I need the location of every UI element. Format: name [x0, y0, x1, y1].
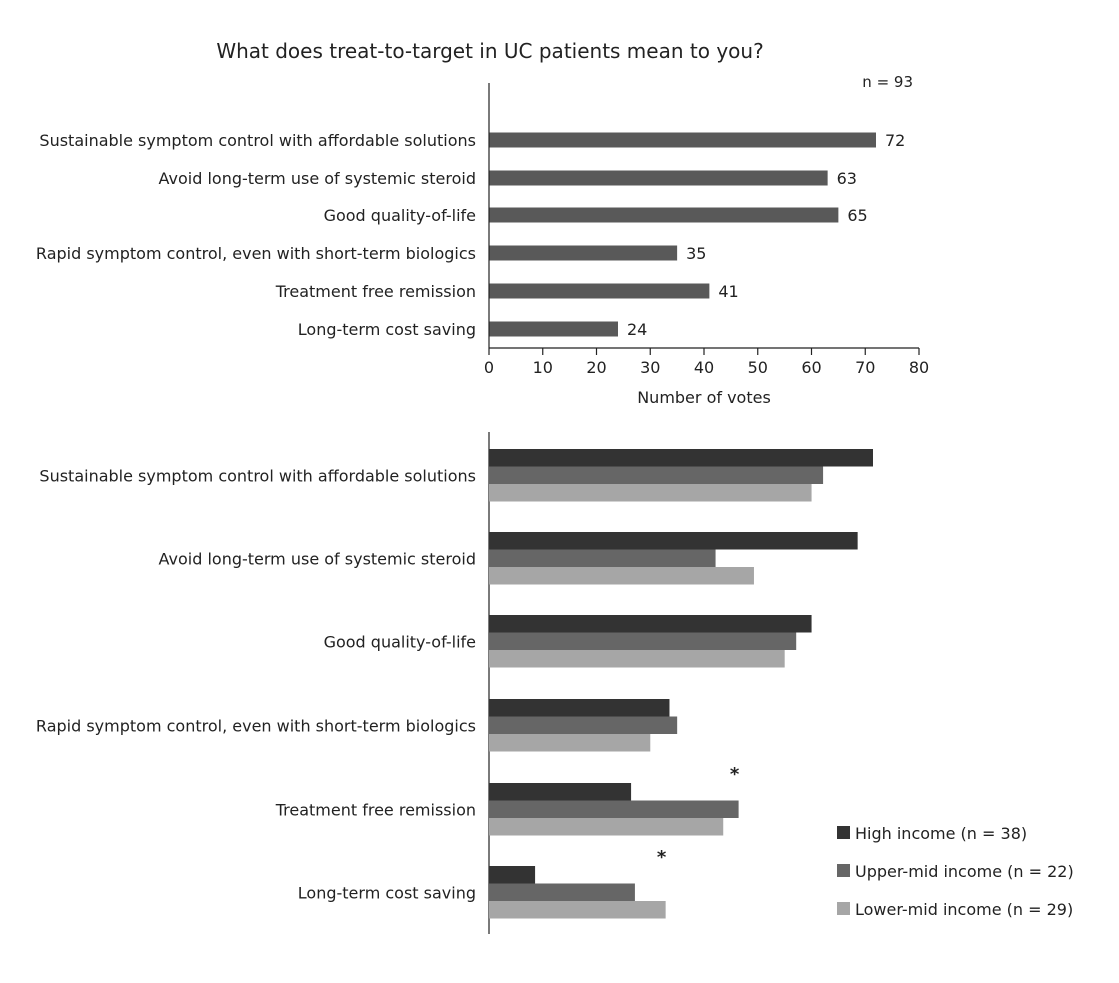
significance-marker: *: [657, 847, 667, 868]
legend-label: High income (n = 38): [855, 824, 1027, 843]
x-tick-label: 30: [640, 358, 660, 377]
top-bar: [489, 245, 678, 261]
top-bar-value-label: 41: [718, 282, 738, 301]
x-tick-label: 20: [586, 358, 606, 377]
bottom-bar: [489, 783, 632, 801]
top-chart: What does treat-to-target in UC patients…: [36, 39, 929, 407]
sample-size-note: n = 93: [862, 73, 913, 91]
top-category-label: Rapid symptom control, even with short-t…: [36, 244, 476, 263]
bottom-bar: [489, 866, 536, 884]
bottom-category-label: Avoid long-term use of systemic steroid: [159, 549, 477, 568]
bottom-bar: [489, 615, 812, 633]
top-bar-value-label: 72: [885, 131, 905, 150]
legend-label: Lower-mid income (n = 29): [855, 900, 1073, 919]
top-category-label: Treatment free remission: [275, 282, 476, 301]
bottom-bar: [489, 800, 739, 818]
bottom-bar: [489, 449, 873, 467]
x-tick-label: 70: [855, 358, 875, 377]
legend-swatch: [837, 864, 850, 877]
bottom-bar: [489, 650, 785, 668]
legend-label: Upper-mid income (n = 22): [855, 862, 1074, 881]
top-bar: [489, 283, 710, 299]
bottom-bar: [489, 466, 824, 484]
bottom-bar: [489, 549, 716, 567]
x-axis-label: Number of votes: [637, 388, 771, 407]
x-tick-label: 50: [748, 358, 768, 377]
legend-swatch: [837, 902, 850, 915]
top-bar: [489, 207, 839, 223]
bottom-category-label: Rapid symptom control, even with short-t…: [36, 716, 476, 735]
x-tick-label: 60: [801, 358, 821, 377]
bottom-bar: [489, 699, 670, 717]
bottom-bar: [489, 883, 635, 901]
bottom-bar: [489, 901, 666, 919]
top-bar-value-label: 24: [627, 320, 647, 339]
bottom-bar: [489, 532, 858, 550]
bottom-bar: [489, 734, 651, 752]
legend-swatch: [837, 826, 850, 839]
top-bar: [489, 321, 618, 337]
bottom-category-label: Good quality-of-life: [324, 632, 476, 651]
significance-marker: *: [730, 764, 740, 785]
top-category-label: Avoid long-term use of systemic steroid: [159, 169, 477, 188]
bottom-bar: [489, 632, 797, 650]
legend: High income (n = 38) Upper-mid income (n …: [837, 824, 1074, 919]
bottom-chart: Sustainable symptom control with afforda…: [36, 432, 1074, 934]
x-tick-label: 10: [533, 358, 553, 377]
top-bar: [489, 170, 828, 186]
top-bar-value-label: 63: [837, 169, 857, 188]
bottom-category-label: Sustainable symptom control with afforda…: [39, 466, 476, 485]
top-bar: [489, 132, 876, 148]
bottom-bar: [489, 818, 724, 836]
bottom-category-label: Treatment free remission: [275, 800, 476, 819]
top-category-label: Sustainable symptom control with afforda…: [39, 131, 476, 150]
x-tick-label: 80: [909, 358, 929, 377]
bottom-bar: [489, 567, 754, 585]
top-bar-value-label: 35: [686, 244, 706, 263]
x-tick-label: 40: [694, 358, 714, 377]
bottom-bar: [489, 716, 678, 734]
x-tick-label: 0: [484, 358, 494, 377]
top-bar-value-label: 65: [847, 206, 867, 225]
top-category-label: Long-term cost saving: [298, 320, 476, 339]
bottom-category-label: Long-term cost saving: [298, 883, 476, 902]
chart-title: What does treat-to-target in UC patients…: [216, 39, 763, 63]
bottom-bar: [489, 484, 812, 502]
top-category-label: Good quality-of-life: [324, 206, 476, 225]
